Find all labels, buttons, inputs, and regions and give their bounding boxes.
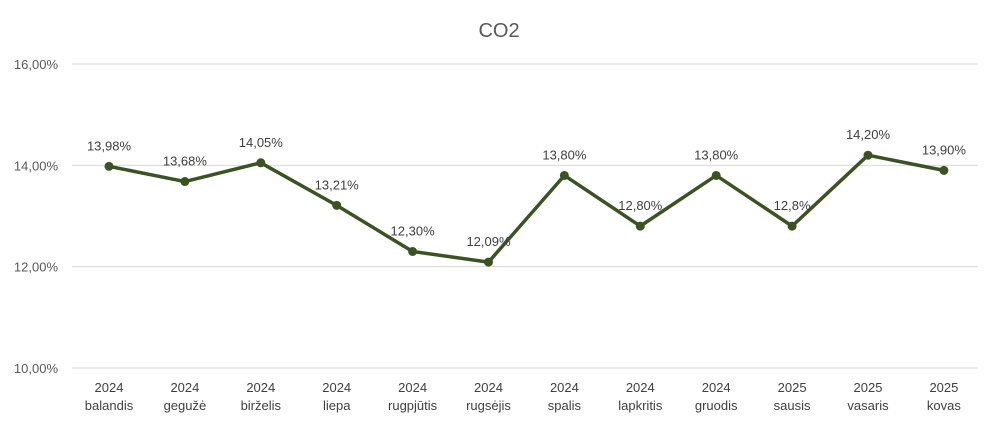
data-point [180, 177, 190, 187]
x-tick-label-month: gegužė [164, 398, 207, 413]
x-tick-label-year: 2025 [778, 380, 807, 395]
x-tick-label-month: rugpjūtis [388, 398, 438, 413]
y-axis-tick-labels: 16,00% 14,00% 12,00% 10,00% [14, 57, 59, 376]
data-label: 13,80% [694, 147, 739, 162]
data-series [104, 150, 949, 267]
x-tick-label-year: 2024 [550, 380, 579, 395]
data-label: 14,05% [239, 135, 284, 150]
chart-title: CO2 [478, 20, 519, 42]
x-tick-label-year: 2024 [170, 380, 199, 395]
data-label: 12,09% [466, 234, 511, 249]
data-label: 13,68% [163, 154, 208, 169]
x-tick-label-year: 2024 [246, 380, 275, 395]
data-labels: 13,98% 13,68% 14,05% 13,21% 12,30% 12,09% 13,8… [87, 127, 966, 249]
data-label: 13,98% [87, 138, 132, 153]
x-tick-label-year: 2024 [474, 380, 503, 395]
data-label: 12,8% [774, 198, 811, 213]
data-point [559, 170, 569, 180]
x-tick-label-month: liepa [323, 398, 351, 413]
x-axis-tick-labels: 2024 balandis 2024 gegužė 2024 birželis 2024 li… [85, 380, 962, 413]
data-label: 13,21% [315, 177, 360, 192]
y-tick-label: 16,00% [14, 57, 59, 72]
x-tick-label-month: rugsėjis [466, 398, 511, 413]
data-point [332, 200, 342, 210]
x-tick-label-year: 2024 [322, 380, 351, 395]
data-label: 14,20% [846, 127, 891, 142]
data-point [939, 165, 949, 175]
y-tick-label: 14,00% [14, 158, 59, 173]
data-point [104, 161, 114, 171]
y-tick-label: 10,00% [14, 361, 59, 376]
x-tick-label-month: gruodis [695, 398, 738, 413]
data-label: 12,80% [618, 198, 663, 213]
gridlines [72, 63, 978, 369]
x-tick-label-month: lapkritis [618, 398, 663, 413]
x-tick-label-month: sausis [774, 398, 811, 413]
x-tick-label-month: birželis [241, 398, 282, 413]
data-point [635, 221, 645, 231]
x-tick-label-year: 2024 [398, 380, 427, 395]
data-point [484, 257, 493, 267]
x-tick-label-month: vasaris [847, 398, 889, 413]
data-point [711, 170, 721, 180]
data-point [408, 246, 418, 256]
x-tick-label-month: balandis [85, 398, 134, 413]
data-label: 12,30% [391, 223, 436, 238]
x-tick-label-month: spalis [548, 398, 582, 413]
data-label: 13,80% [542, 147, 587, 162]
x-tick-label-year: 2024 [702, 380, 731, 395]
x-tick-label-year: 2024 [95, 380, 124, 395]
series-line [107, 153, 946, 264]
data-point [863, 150, 873, 160]
x-tick-label-year: 2025 [929, 380, 958, 395]
data-label: 13,90% [922, 142, 967, 157]
y-tick-label: 12,00% [14, 260, 59, 275]
data-point [256, 158, 266, 168]
x-tick-label-year: 2024 [626, 380, 655, 395]
data-point [787, 221, 797, 231]
x-tick-label-month: kovas [927, 398, 961, 413]
x-tick-label-year: 2025 [854, 380, 883, 395]
